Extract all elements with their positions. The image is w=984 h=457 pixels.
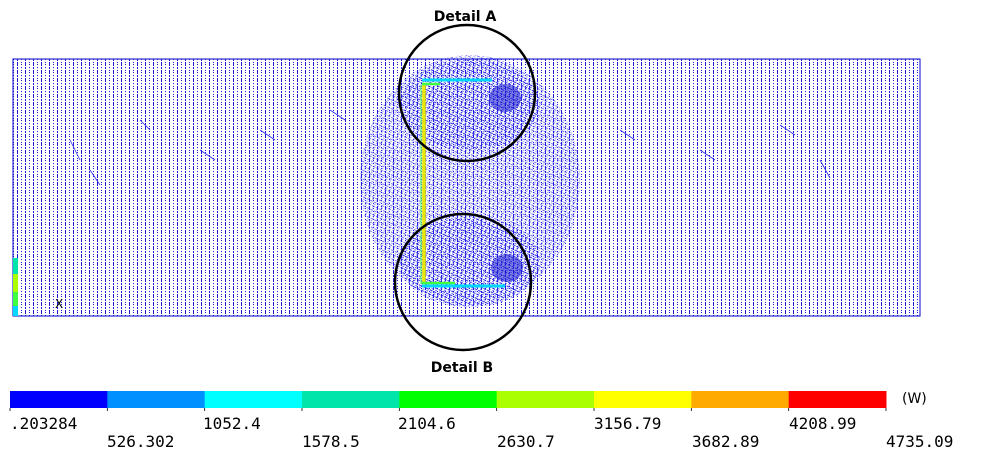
legend-tick-lower-3: 3682.89 <box>692 432 759 451</box>
legend-tick-upper-0: .203284 <box>10 414 77 433</box>
axis-x-marker: X <box>55 297 63 311</box>
legend-swatch-8 <box>788 391 887 408</box>
dense-flux-region <box>360 55 580 307</box>
legend-tick-upper-2: 2104.6 <box>398 414 456 433</box>
legend-swatch-5 <box>496 391 595 408</box>
legend-tick-lower-0: 526.302 <box>107 432 174 451</box>
legend-unit: (W) <box>902 391 927 407</box>
legend-tick-upper-3: 3156.79 <box>594 414 661 433</box>
mesh-plot: X <box>12 55 921 317</box>
scatter-arrows <box>69 109 831 186</box>
detail-b-circle <box>393 212 533 352</box>
legend-tick-upper-1: 1052.4 <box>203 414 261 433</box>
legend-swatch-6 <box>594 391 692 408</box>
detail-b-label: Detail B <box>431 360 493 376</box>
legend-tick-lower-4: 4735.09 <box>886 432 953 451</box>
legend-swatch-4 <box>399 391 498 408</box>
legend-tick-upper-4: 4208.99 <box>789 414 856 433</box>
left-edge-strip <box>13 258 18 316</box>
legend-swatch-2 <box>204 391 303 408</box>
legend-tick-lower-1: 1578.5 <box>302 432 360 451</box>
channel-section <box>420 78 505 288</box>
legend-swatch-7 <box>691 391 790 408</box>
detail-a-circle <box>397 23 537 163</box>
detail-a-label: Detail A <box>434 9 497 25</box>
legend-swatch-3 <box>302 391 400 408</box>
color-legend <box>9 391 887 411</box>
legend-tick-lower-2: 2630.7 <box>497 432 555 451</box>
legend-swatch-0 <box>10 391 108 408</box>
legend-swatch-1 <box>107 391 206 408</box>
